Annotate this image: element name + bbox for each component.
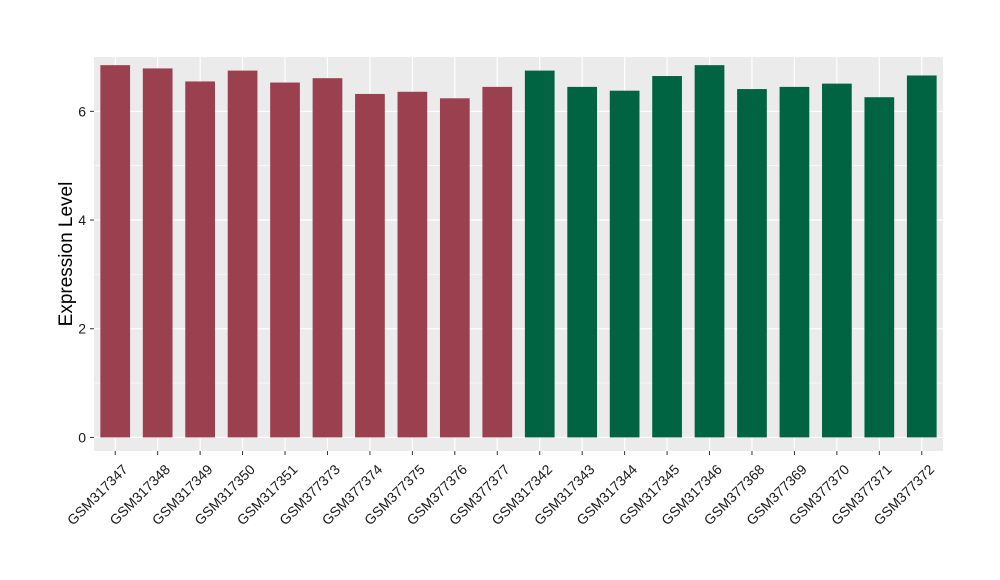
y-tick-label: 2	[78, 321, 86, 337]
bar	[567, 86, 598, 438]
bar	[906, 75, 937, 438]
bar	[609, 90, 640, 438]
y-axis-title: Expression Level	[56, 182, 77, 327]
y-tick-label: 6	[78, 103, 86, 119]
bar	[227, 70, 258, 438]
y-axis: 0 2 4 6	[78, 103, 94, 445]
bar	[694, 65, 725, 438]
bars	[100, 65, 937, 438]
bar	[524, 70, 555, 438]
bar	[822, 83, 852, 438]
bar	[482, 86, 513, 438]
bar	[737, 89, 767, 438]
x-axis: GSM317347GSM317348GSM317349GSM317350GSM3…	[64, 451, 937, 528]
bar	[652, 76, 682, 438]
y-tick-label: 0	[78, 429, 86, 445]
bar	[439, 98, 470, 438]
bar	[142, 68, 173, 438]
bar	[779, 86, 810, 438]
bar	[864, 97, 895, 438]
bar	[312, 78, 343, 438]
bar	[397, 91, 428, 438]
bar	[185, 81, 215, 438]
plot-panel	[94, 57, 943, 451]
y-tick-label: 4	[78, 212, 86, 228]
bar	[355, 93, 385, 438]
bar	[100, 65, 131, 438]
bar	[270, 82, 300, 438]
